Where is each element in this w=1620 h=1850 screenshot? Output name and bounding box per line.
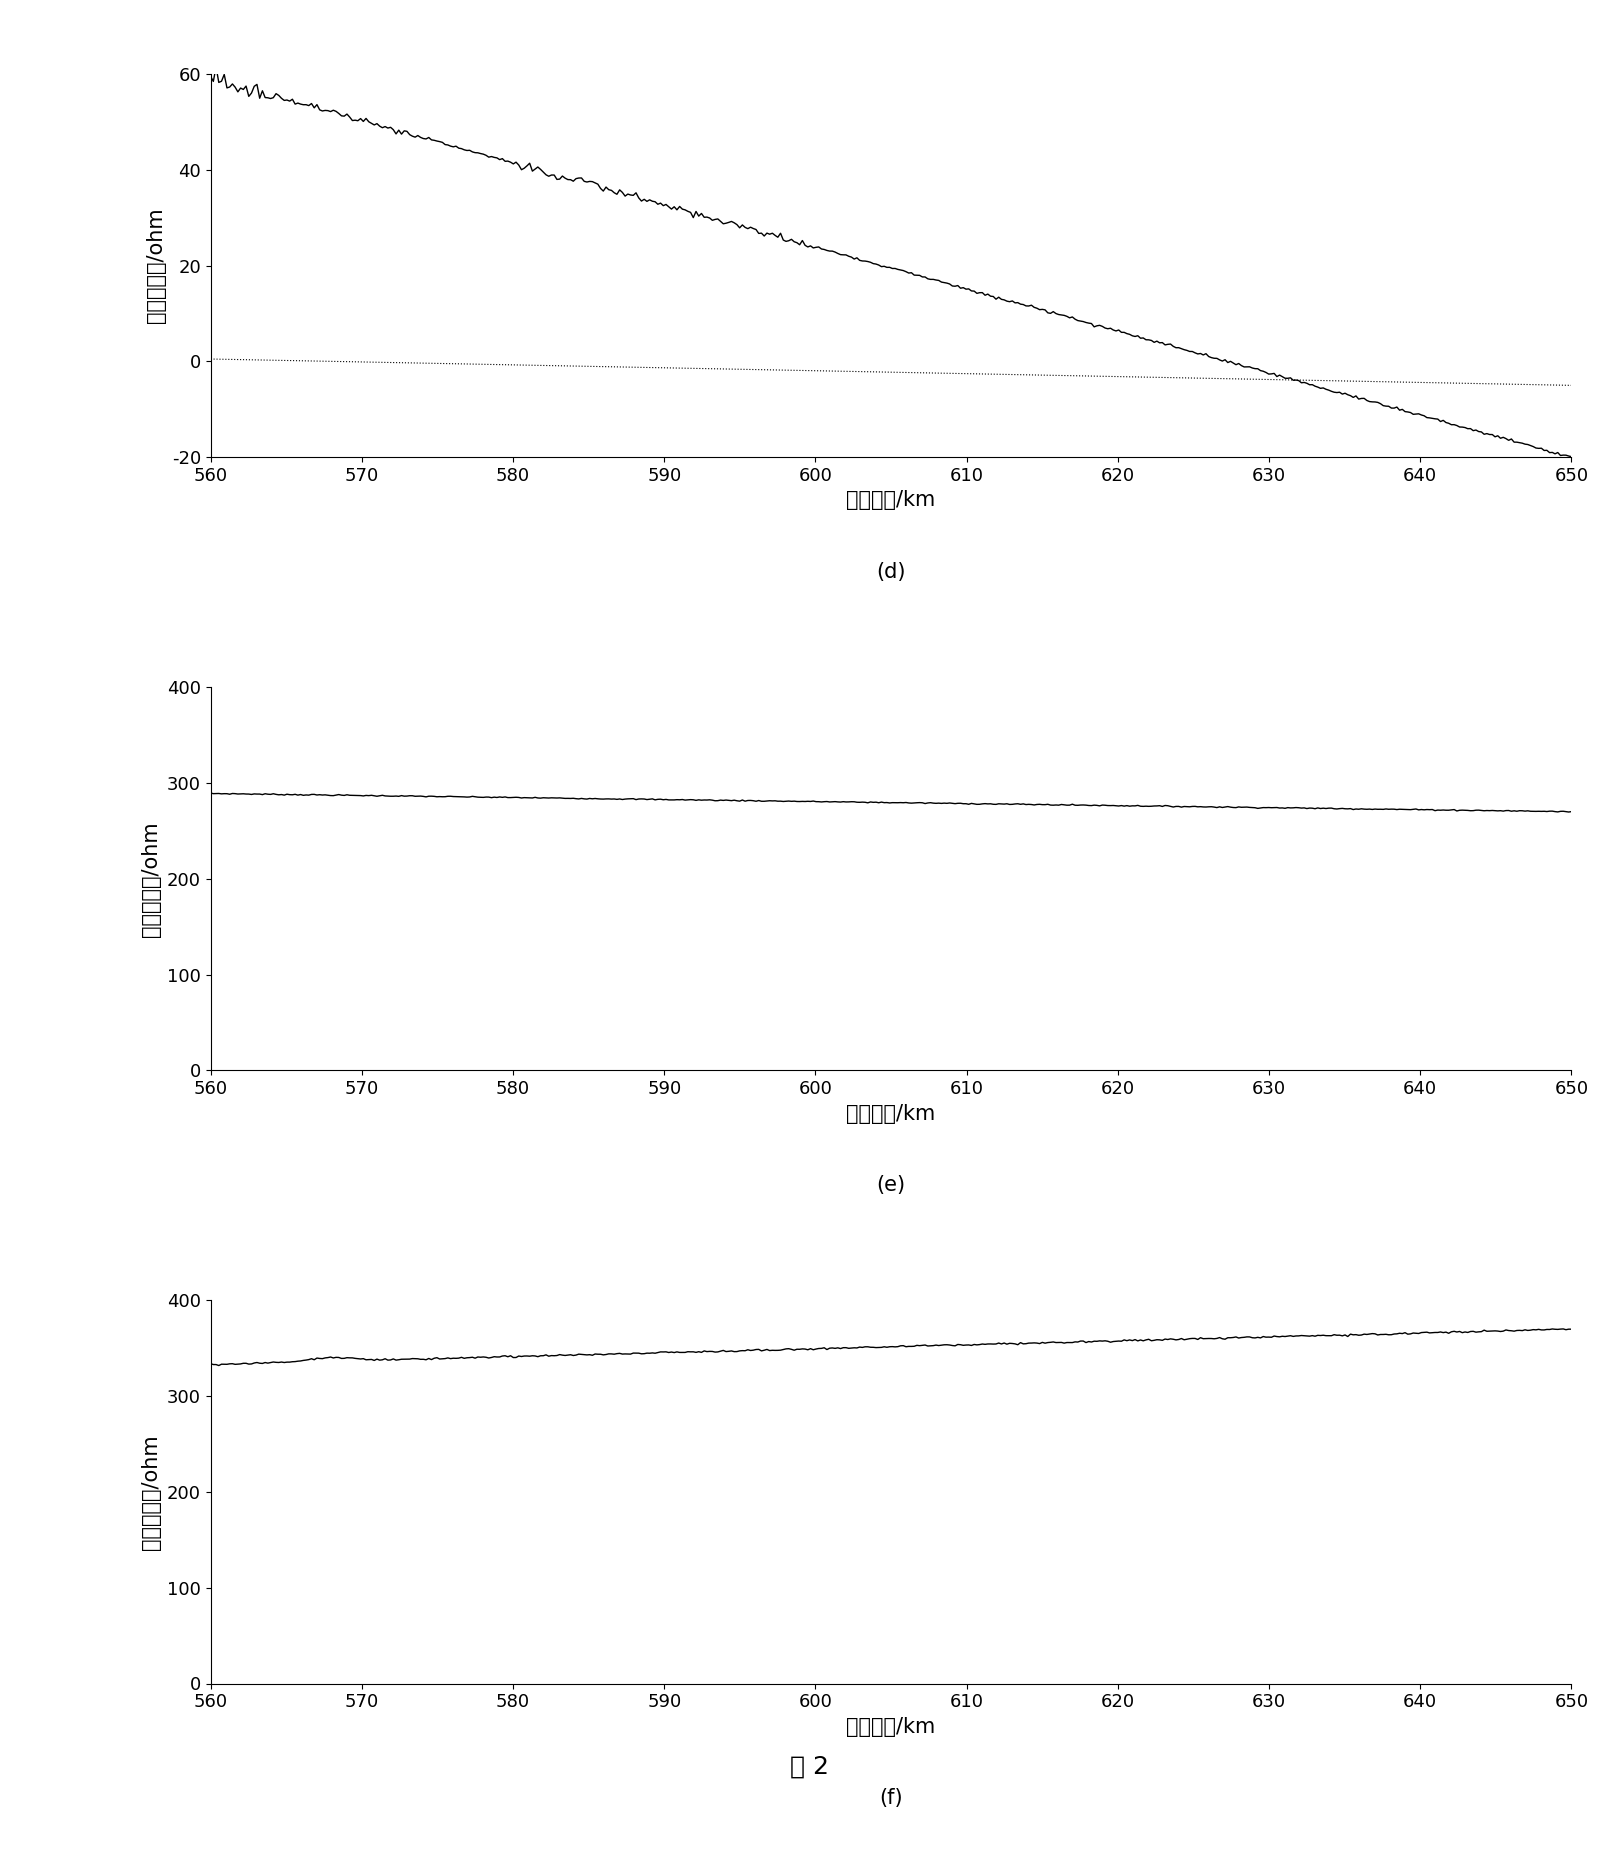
X-axis label: 故障距离/km: 故障距离/km (846, 490, 936, 511)
Text: (d): (d) (876, 562, 906, 583)
Y-axis label: 动作量差値/ohm: 动作量差値/ohm (141, 1434, 162, 1550)
X-axis label: 故障距离/km: 故障距离/km (846, 1717, 936, 1737)
Y-axis label: 动作量差値/ohm: 动作量差値/ohm (146, 207, 167, 324)
Text: (f): (f) (880, 1789, 902, 1809)
Y-axis label: 动作量差値/ohm: 动作量差値/ohm (141, 821, 162, 936)
Text: 图 2: 图 2 (791, 1756, 829, 1778)
X-axis label: 故障距离/km: 故障距离/km (846, 1104, 936, 1123)
Text: (e): (e) (876, 1175, 906, 1195)
